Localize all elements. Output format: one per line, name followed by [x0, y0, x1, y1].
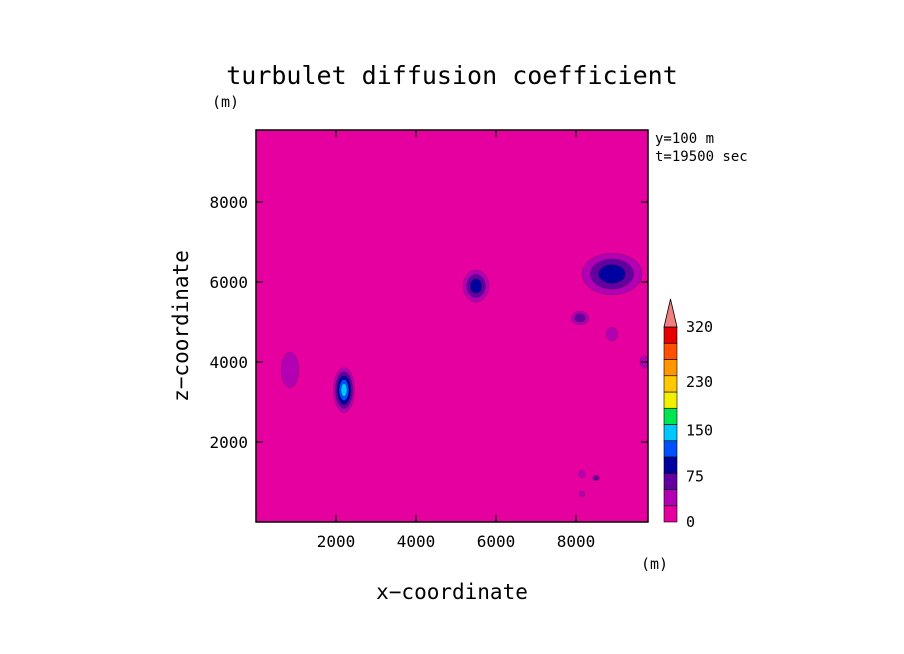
x-axis: 2000 4000 6000 8000 — [317, 130, 596, 551]
annotation-y-position: y=100 m — [655, 131, 714, 147]
x-tick-label-2000: 2000 — [317, 532, 356, 551]
colorbar-segment-9 — [663, 359, 678, 377]
y-tick-label-6000: 6000 — [209, 273, 248, 292]
x-unit-label: (m) — [641, 555, 668, 573]
colorbar-segment-2 — [663, 472, 678, 490]
plot-frame — [255, 129, 649, 523]
x-tick-label-8000: 8000 — [557, 532, 596, 551]
colorbar: 0 75 150 230 320 — [663, 298, 713, 531]
y-tick-label-4000: 4000 — [209, 353, 248, 372]
colorbar-segment-11 — [663, 326, 678, 344]
chart-title: turbulet diffusion coefficient — [226, 61, 678, 90]
contour-feature-0-level-5 — [340, 383, 348, 397]
colorbar-label-75: 75 — [686, 467, 704, 485]
colorbar-extend-triangle — [663, 298, 678, 328]
contour-features — [281, 252, 648, 498]
y-axis: 2000 4000 6000 8000 — [209, 193, 648, 452]
contour-feature-2-level-3 — [470, 278, 482, 294]
contour-feature-6-level-2 — [593, 476, 599, 480]
colorbar-label-230: 230 — [686, 373, 713, 391]
contour-feature-8-level-1 — [579, 491, 586, 498]
colorbar-segment-3 — [663, 456, 678, 474]
colorbar-segment-8 — [663, 375, 678, 393]
colorbar-segment-7 — [663, 391, 678, 409]
contour-feature-1-level-1 — [281, 352, 300, 388]
contour-feature-4-level-2 — [574, 313, 586, 323]
colorbar-segment-6 — [663, 407, 678, 425]
y-tick-label-2000: 2000 — [209, 433, 248, 452]
contour-feature-3-level-3 — [598, 264, 626, 284]
colorbar-segment-4 — [663, 440, 678, 458]
colorbar-segment-0 — [663, 505, 678, 523]
colorbar-label-0: 0 — [686, 513, 695, 531]
y-tick-label-8000: 8000 — [209, 193, 248, 212]
x-axis-label: x−coordinate — [376, 580, 528, 604]
contour-feature-5-level-1 — [606, 327, 618, 342]
y-unit-label: (m) — [212, 93, 239, 111]
y-axis-label: z−coordinate — [169, 250, 193, 402]
colorbar-segment-1 — [663, 489, 678, 507]
colorbar-label-150: 150 — [686, 422, 713, 440]
x-tick-label-6000: 6000 — [477, 532, 516, 551]
colorbar-segment-5 — [663, 424, 678, 442]
annotation-time: t=19500 sec — [655, 149, 748, 165]
colorbar-label-320: 320 — [686, 318, 713, 336]
contour-feature-7-level-1 — [578, 470, 586, 478]
colorbar-segment-10 — [663, 342, 678, 360]
plot-background — [256, 130, 648, 522]
x-tick-label-4000: 4000 — [397, 532, 436, 551]
